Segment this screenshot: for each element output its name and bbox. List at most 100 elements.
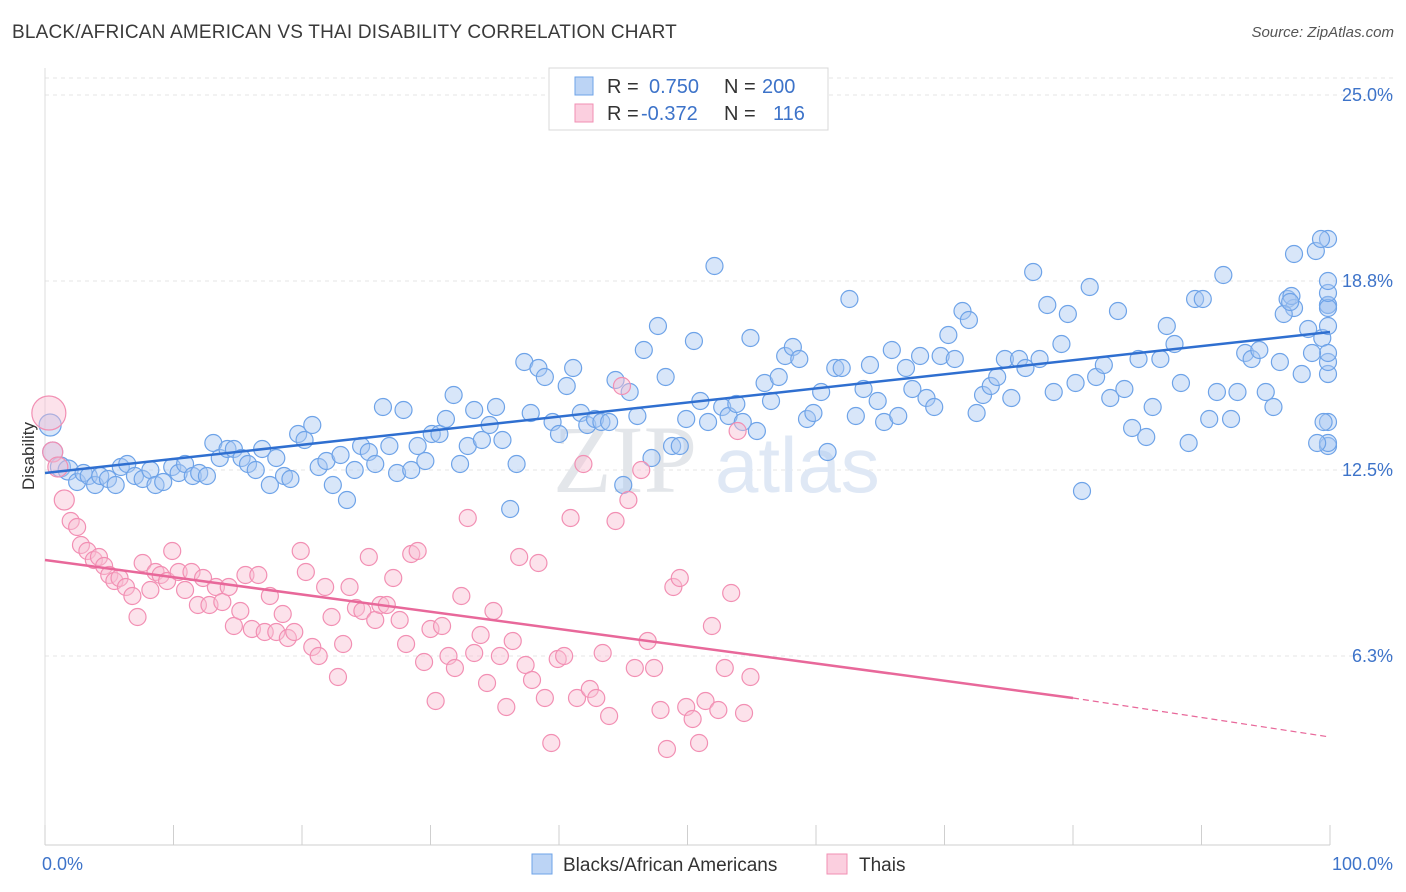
bottom-legend-swatch-thais [826, 853, 848, 875]
data-point [337, 490, 357, 510]
trend-line-blacks [44, 330, 1331, 475]
data-point [100, 565, 119, 585]
legend-n-label-thais: N = [724, 103, 756, 125]
data-point [953, 301, 972, 321]
data-point [396, 634, 416, 654]
data-point [116, 577, 136, 597]
data-point [535, 688, 554, 708]
data-point [657, 739, 677, 759]
data-point [445, 658, 465, 678]
data-point [1185, 289, 1205, 309]
data-point [715, 658, 734, 678]
data-point [1024, 262, 1043, 282]
data-point [465, 643, 484, 663]
data-point [436, 409, 456, 429]
data-point [709, 700, 728, 720]
data-point [1207, 382, 1227, 402]
data-point [231, 601, 250, 621]
data-point [1080, 277, 1099, 297]
data-point [727, 394, 746, 414]
data-point [273, 604, 292, 624]
watermark-atlas: atlas [715, 421, 880, 509]
data-point [1264, 397, 1283, 417]
data-point [493, 430, 512, 450]
data-point [1318, 343, 1338, 363]
data-point [1314, 412, 1333, 432]
data-point [444, 385, 463, 405]
series-thais-points [31, 376, 760, 759]
data-point [1157, 316, 1176, 336]
data-point [567, 688, 587, 708]
data-point [734, 703, 754, 723]
data-point [612, 376, 632, 396]
data-point [328, 667, 348, 687]
data-point [1143, 397, 1162, 417]
data-point [452, 586, 471, 606]
data-point [728, 421, 747, 441]
data-point [1179, 433, 1198, 453]
data-point [1038, 295, 1057, 315]
data-point [484, 601, 503, 621]
data-point [486, 397, 506, 417]
bottom-legend: Blacks/African Americans Thais [531, 853, 905, 876]
data-point [213, 592, 232, 612]
data-point [698, 412, 718, 432]
data-point [1044, 382, 1063, 402]
data-point [303, 415, 322, 435]
data-point [472, 430, 491, 450]
data-point [175, 580, 195, 600]
data-point [632, 460, 651, 480]
data-point [1108, 301, 1128, 321]
data-point [106, 475, 125, 495]
data-point [154, 472, 173, 492]
data-point [684, 331, 704, 351]
data-point [334, 634, 353, 654]
bottom-legend-label-blacks: Blacks/African Americans [563, 855, 777, 876]
y-tick-label: 12.5% [1342, 460, 1393, 480]
data-point [373, 397, 393, 417]
data-point [1318, 298, 1338, 318]
legend-swatch-thais [574, 103, 594, 123]
data-point [1002, 388, 1021, 408]
data-point [1318, 271, 1338, 291]
data-point [733, 412, 752, 432]
data-point [1066, 373, 1085, 393]
data-point [741, 667, 760, 687]
data-point [925, 397, 944, 417]
data-point [696, 691, 715, 711]
data-point [309, 646, 328, 666]
series-blacks-points [38, 229, 1338, 519]
data-point [128, 607, 147, 627]
data-point [670, 568, 689, 588]
data-point [1256, 382, 1275, 402]
data-point [141, 580, 160, 600]
data-point [683, 709, 702, 729]
data-point [593, 643, 612, 663]
data-point [1058, 304, 1077, 324]
data-point [648, 316, 668, 336]
data-point [1292, 364, 1311, 384]
data-point [1221, 409, 1241, 429]
y-tick-label: 6.3% [1352, 646, 1393, 666]
y-tick-labels: 6.3% 12.5% 18.8% 25.0% [1342, 85, 1393, 666]
data-point [303, 637, 322, 657]
data-point [642, 448, 661, 468]
data-point [1308, 433, 1327, 453]
data-point [882, 340, 901, 360]
data-point [1311, 229, 1331, 249]
data-point [1137, 427, 1156, 447]
data-point [1318, 229, 1338, 249]
data-point [249, 565, 268, 585]
data-point [967, 403, 986, 423]
data-point [322, 607, 341, 627]
data-point [465, 400, 484, 420]
data-point [68, 517, 87, 537]
x-tick-label-max: 100.0% [1332, 854, 1393, 874]
legend-n-label-blacks: N = [724, 76, 756, 98]
data-point [896, 358, 916, 378]
data-point [197, 466, 217, 486]
data-point [945, 349, 964, 369]
data-point [1123, 418, 1142, 438]
data-point [507, 454, 526, 474]
